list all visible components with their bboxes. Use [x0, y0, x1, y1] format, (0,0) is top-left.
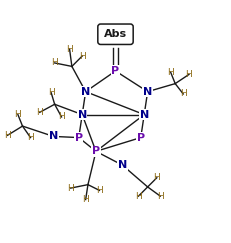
Text: H: H: [27, 133, 34, 142]
Text: H: H: [66, 45, 73, 54]
Text: H: H: [167, 68, 174, 77]
Text: H: H: [15, 110, 21, 119]
Text: P: P: [92, 146, 100, 156]
Text: H: H: [4, 131, 11, 140]
Text: H: H: [82, 195, 89, 204]
Text: N: N: [81, 87, 90, 97]
Text: H: H: [51, 59, 58, 68]
Text: Abs: Abs: [104, 29, 127, 39]
FancyBboxPatch shape: [98, 24, 133, 44]
Text: H: H: [153, 173, 160, 182]
Text: H: H: [67, 184, 74, 193]
Text: N: N: [140, 110, 149, 120]
Text: N: N: [118, 160, 127, 170]
Text: N: N: [49, 131, 58, 141]
Text: H: H: [96, 186, 103, 195]
Text: H: H: [58, 113, 65, 122]
Text: H: H: [157, 192, 164, 201]
Text: P: P: [75, 133, 83, 143]
Text: H: H: [185, 70, 192, 79]
Text: H: H: [48, 88, 55, 97]
Text: P: P: [137, 133, 145, 143]
Text: H: H: [135, 192, 142, 201]
Text: P: P: [111, 66, 120, 76]
Text: H: H: [79, 52, 85, 61]
Text: N: N: [143, 87, 152, 97]
Text: H: H: [36, 108, 43, 117]
Text: N: N: [78, 110, 87, 120]
Text: H: H: [180, 89, 187, 98]
